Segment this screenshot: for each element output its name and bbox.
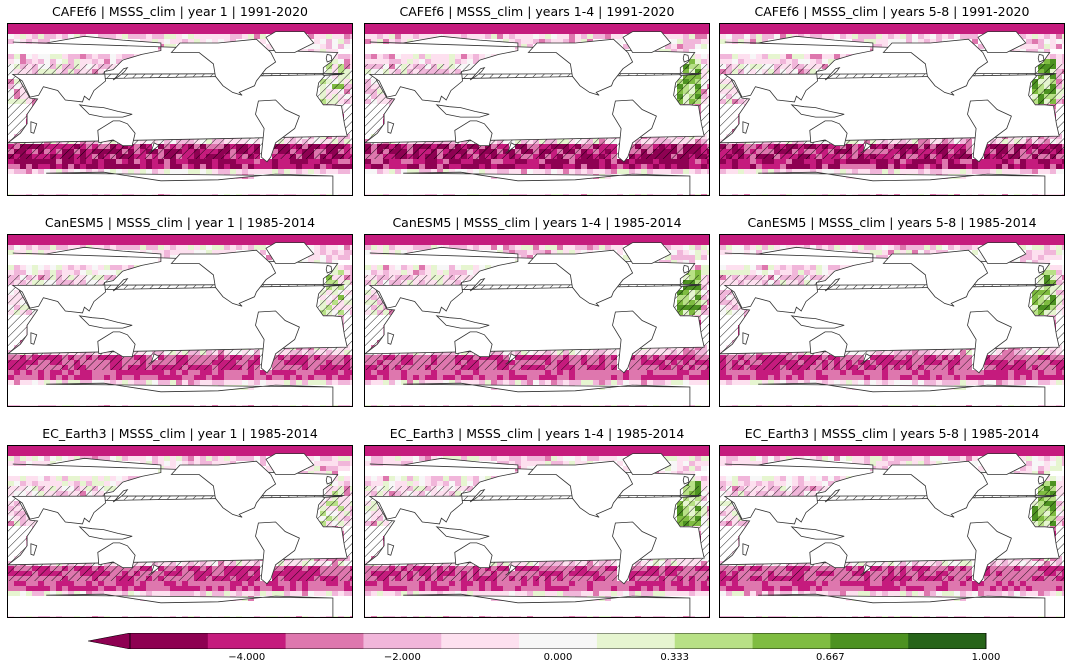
panel-title: EC_Earth3 | MSSS_clim | year 1 | 1985-20… xyxy=(42,426,318,441)
colorbar-tick-label: −4.000 xyxy=(228,652,266,663)
panel-title: CanESM5 | MSSS_clim | year 1 | 1985-2014 xyxy=(44,215,316,230)
panel-title: CAFEf6 | MSSS_clim | years 5-8 | 1991-20… xyxy=(754,4,1030,19)
map-svg xyxy=(8,24,352,195)
colorbar-bar xyxy=(87,632,987,650)
panel-title: EC_Earth3 | MSSS_clim | years 1-4 | 1985… xyxy=(389,426,685,441)
colorbar-tick-label: 0.667 xyxy=(816,652,845,663)
colorbar-segment xyxy=(363,633,442,649)
colorbar-tick-label: 0.000 xyxy=(543,652,573,663)
map-svg xyxy=(8,446,352,617)
map-svg xyxy=(720,24,1064,195)
map-panel xyxy=(719,445,1065,618)
map-svg xyxy=(720,446,1064,617)
map-svg xyxy=(365,24,709,195)
colorbar-segment xyxy=(130,633,209,649)
map-panel xyxy=(7,23,353,196)
map-panel xyxy=(719,234,1065,407)
panel-title: CanESM5 | MSSS_clim | years 5-8 | 1985-2… xyxy=(747,215,1037,230)
colorbar-tick-label: −2.000 xyxy=(383,652,421,663)
colorbar-extend-min xyxy=(87,632,131,650)
colorbar-segment xyxy=(830,633,909,649)
map-panel xyxy=(719,23,1065,196)
colorbar-tick-label: 1.000 xyxy=(971,652,1001,663)
colorbar-segment xyxy=(674,633,753,649)
colorbar-segment xyxy=(519,633,598,649)
colorbar-segment xyxy=(441,633,520,649)
colorbar-segment xyxy=(596,633,676,649)
panel-title: EC_Earth3 | MSSS_clim | years 5-8 | 1985… xyxy=(744,426,1040,441)
map-svg xyxy=(8,235,352,406)
panel-title: CAFEf6 | MSSS_clim | years 1-4 | 1991-20… xyxy=(399,4,675,19)
map-svg xyxy=(365,235,709,406)
map-panel xyxy=(364,445,710,618)
colorbar-segment xyxy=(908,633,987,649)
colorbar-tick-label: 0.333 xyxy=(660,652,690,663)
panel-title: CAFEf6 | MSSS_clim | year 1 | 1991-2020 xyxy=(52,4,308,19)
map-svg xyxy=(720,235,1064,406)
panel-title: CanESM5 | MSSS_clim | years 1-4 | 1985-2… xyxy=(392,215,682,230)
map-svg xyxy=(365,446,709,617)
colorbar-segment xyxy=(285,633,364,649)
colorbar: −4.000 −2.000 0.000 0.333 0.667 1.000 xyxy=(87,632,1000,667)
colorbar-segment xyxy=(207,633,286,649)
map-panel xyxy=(7,445,353,618)
map-panel xyxy=(364,23,710,196)
colorbar-segment xyxy=(752,633,831,649)
map-panel xyxy=(7,234,353,407)
map-panel xyxy=(364,234,710,407)
